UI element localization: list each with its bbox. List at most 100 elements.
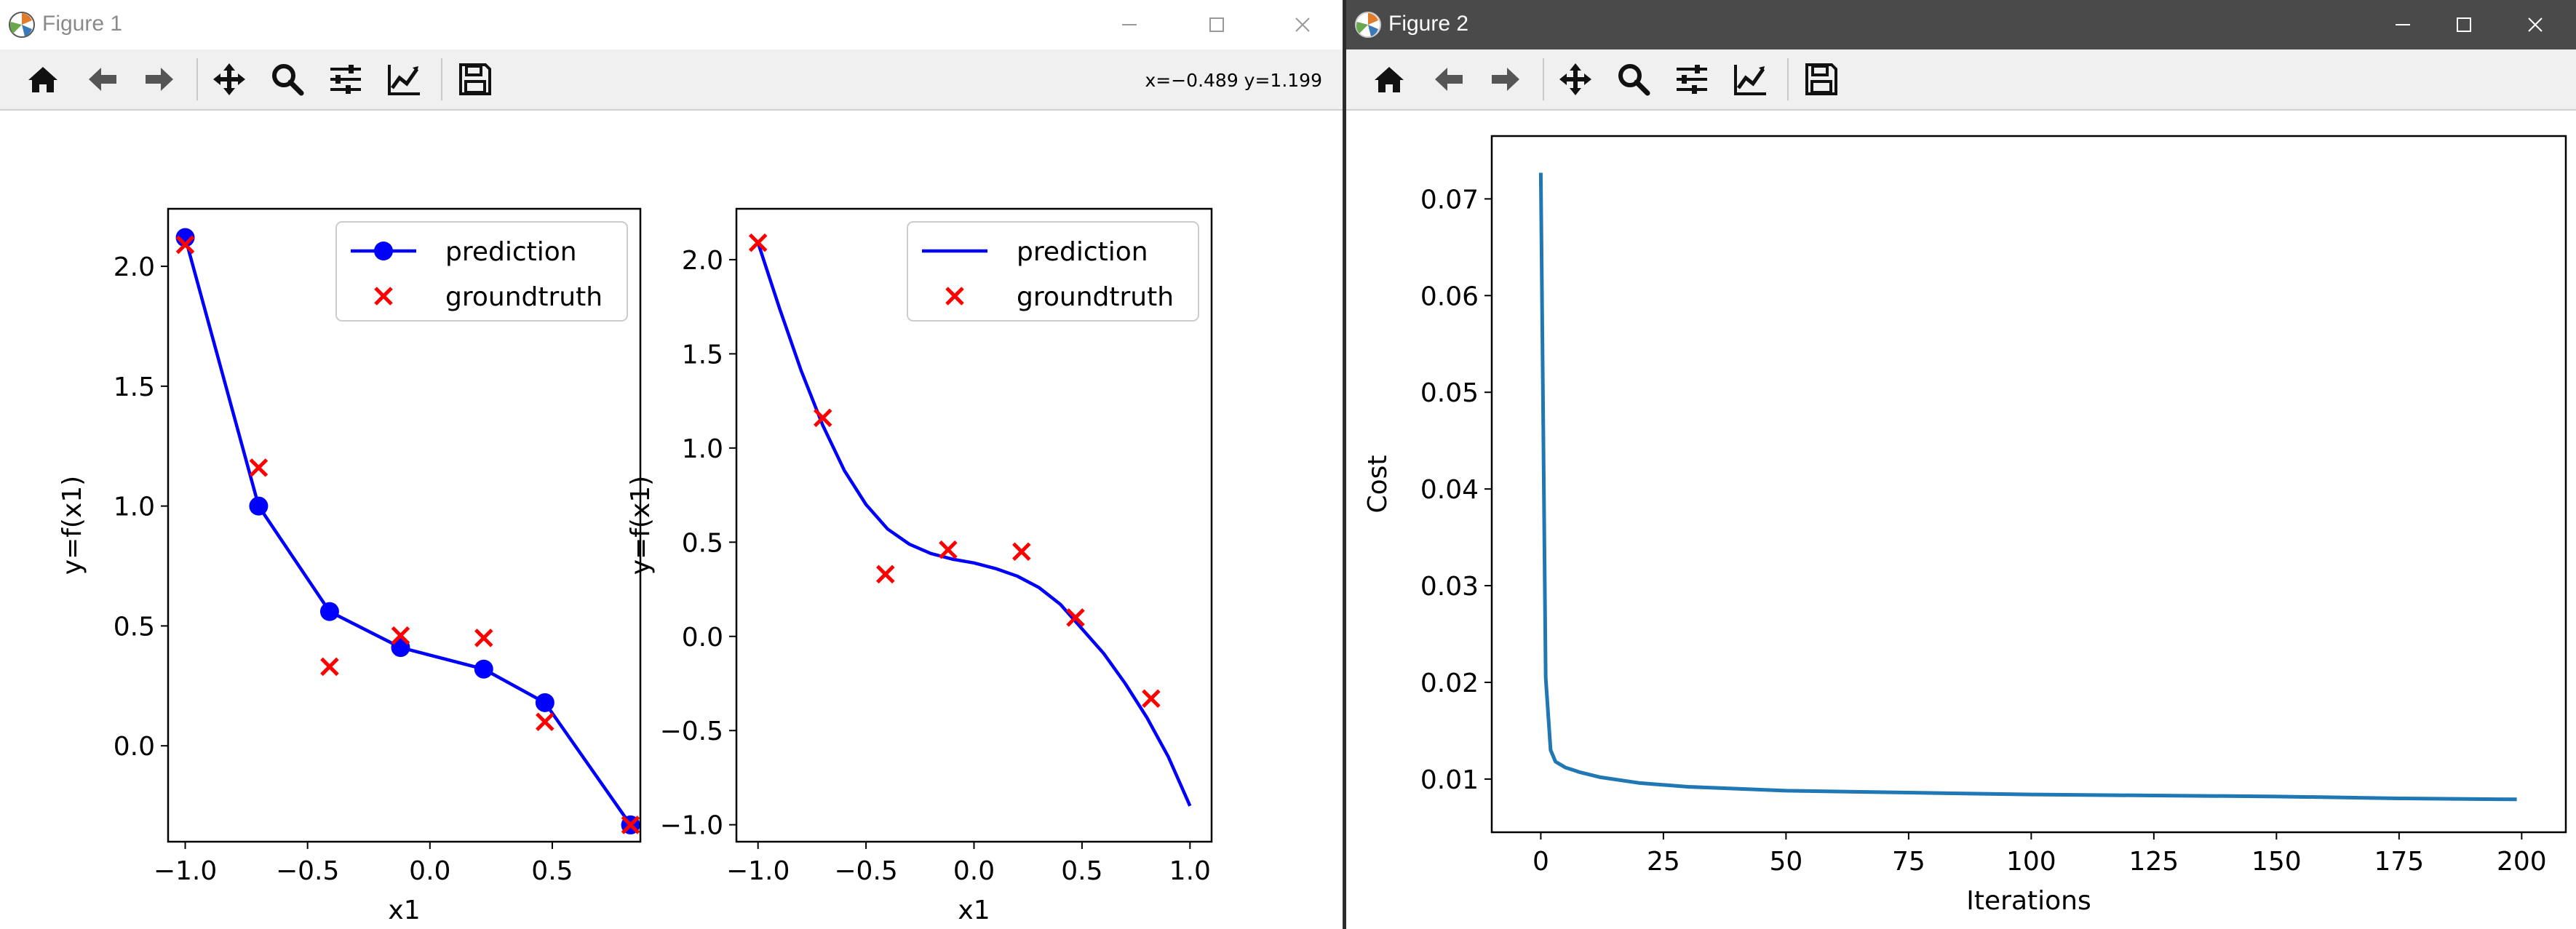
- groundtruth-point: [621, 816, 640, 834]
- minimize-button[interactable]: [1099, 0, 1160, 49]
- save-disk-icon: [459, 63, 491, 95]
- x-axis-label: x1: [958, 896, 990, 925]
- subplot-right: −1.0 −0.5 0.0 0.5 1.0 −1.0 −0.5 0.0 0.5 1.0 1.5 2.0…: [626, 207, 1213, 925]
- x-tick-label: 150: [2251, 847, 2302, 877]
- configure-subplots-icon: [330, 65, 361, 94]
- y-tick-label: 0.0: [682, 623, 723, 653]
- save-button[interactable]: [454, 58, 496, 100]
- matplotlib-app-icon: [9, 12, 35, 38]
- maximize-icon: [1209, 17, 1224, 32]
- y-axis-label: Cost: [1363, 455, 1393, 513]
- title-bar: Figure 1: [0, 0, 1343, 49]
- groundtruth-point: [813, 408, 832, 428]
- window-separator: [1343, 0, 1346, 929]
- configure-subplots-icon: [1677, 65, 1707, 94]
- back-arrow-icon: [89, 68, 116, 91]
- zoom-magnifier-icon: [272, 64, 304, 96]
- legend-prediction-marker: [374, 242, 393, 260]
- minimize-button[interactable]: [2372, 0, 2433, 49]
- close-button[interactable]: [1272, 0, 1333, 49]
- zoom-button[interactable]: [266, 58, 309, 100]
- edit-axis-icon: [1734, 65, 1766, 95]
- pan-move-icon: [1559, 63, 1591, 95]
- figure-1-canvas[interactable]: −1.0 −0.5 0.0 0.5 0.0 0.5 1.0 1.5 2.0 x1 y=f(x1) pr…: [0, 111, 1343, 929]
- save-button[interactable]: [1800, 58, 1842, 100]
- home-button[interactable]: [22, 58, 64, 100]
- forward-button[interactable]: [1484, 58, 1527, 100]
- toolbar-separator: [441, 58, 442, 100]
- legend-box: [907, 221, 1199, 322]
- x-tick-label: 0.5: [1061, 856, 1102, 886]
- save-disk-icon: [1805, 63, 1837, 95]
- x-tick-label: 175: [2374, 847, 2424, 877]
- close-button[interactable]: [2505, 0, 2566, 49]
- y-tick-label: −0.5: [660, 717, 723, 746]
- maximize-icon: [2457, 17, 2471, 32]
- back-button[interactable]: [82, 58, 124, 100]
- prediction-point: [535, 693, 554, 712]
- x-tick-label: 0.0: [409, 856, 450, 886]
- axes-frame: [167, 207, 642, 843]
- edit-axis-button[interactable]: [1729, 58, 1771, 100]
- legend: prediction groundtruth: [907, 221, 1199, 322]
- x-tick-label: −0.5: [834, 856, 897, 886]
- figure-2-canvas[interactable]: 0 25 50 75 100 125 150 175 200 0.01 0.02 0.03 0.04 0.…: [1346, 111, 2576, 929]
- back-arrow-icon: [1435, 68, 1463, 91]
- zoom-button[interactable]: [1613, 58, 1655, 100]
- legend-label: prediction: [1017, 237, 1148, 267]
- plot-area: [1538, 172, 2517, 802]
- x-tick-label: 125: [2129, 847, 2179, 877]
- prediction-point: [319, 602, 339, 621]
- close-icon: [1295, 17, 1310, 32]
- x-tick-label: −0.5: [276, 856, 339, 886]
- window-title: Figure 1: [42, 12, 123, 36]
- cost-plot: 0 25 50 75 100 125 150 175 200 0.01 0.02 0.03 0.04 0.…: [1363, 135, 2567, 916]
- y-tick-label: 0.03: [1420, 572, 1479, 602]
- prediction-line: [756, 242, 1192, 807]
- x-tick-label: 75: [1892, 847, 1925, 877]
- figure-2-window: Figure 2 0 25 50 75 100 125 150 175 200 0.01 0.02 0…: [1346, 0, 2576, 929]
- title-bar: Figure 2: [1346, 0, 2576, 49]
- groundtruth-point: [876, 565, 895, 584]
- maximize-button[interactable]: [2433, 0, 2494, 49]
- y-tick-label: 0.04: [1420, 475, 1479, 505]
- home-button[interactable]: [1368, 58, 1410, 100]
- x-tick-label: 0.0: [953, 856, 995, 886]
- cost-line: [1538, 172, 2517, 802]
- groundtruth-point: [1142, 689, 1161, 708]
- configure-subplots-button[interactable]: [325, 58, 367, 100]
- forward-button[interactable]: [138, 58, 180, 100]
- x-tick-label: 1.0: [1169, 856, 1211, 886]
- prediction-point: [474, 659, 493, 679]
- pan-button[interactable]: [1554, 58, 1597, 100]
- y-tick-label: −1.0: [660, 811, 723, 841]
- pan-button[interactable]: [208, 58, 250, 100]
- axes-frame: [1490, 135, 2567, 834]
- legend-box: [335, 221, 628, 322]
- x-tick-label: −1.0: [154, 856, 217, 886]
- y-tick-label: 2.0: [114, 252, 155, 282]
- maximize-button[interactable]: [1186, 0, 1247, 49]
- plot-area: [748, 233, 1192, 807]
- back-button[interactable]: [1428, 58, 1470, 100]
- cursor-coordinates: x=−0.489 y=1.199: [1145, 70, 1322, 91]
- x-tick-label: 50: [1769, 847, 1802, 877]
- y-tick-label: 1.5: [114, 372, 155, 402]
- forward-arrow-icon: [1492, 68, 1519, 91]
- toolbar: [1346, 49, 2576, 111]
- prediction-point: [249, 496, 269, 516]
- home-icon: [1375, 67, 1404, 92]
- x-tick-label: 25: [1647, 847, 1680, 877]
- groundtruth-point: [175, 235, 195, 255]
- y-tick-label: 0.0: [114, 732, 155, 762]
- minimize-icon: [1122, 24, 1137, 25]
- edit-axis-button[interactable]: [383, 58, 425, 100]
- x-axis-label: Iterations: [1966, 886, 2091, 916]
- home-icon: [28, 67, 57, 92]
- toolbar: x=−0.489 y=1.199: [0, 49, 1343, 111]
- configure-subplots-button[interactable]: [1671, 58, 1713, 100]
- close-icon: [2528, 17, 2543, 32]
- x-tick-label: −1.0: [726, 856, 790, 886]
- y-tick-label: 1.0: [682, 434, 723, 464]
- legend: prediction groundtruth: [335, 221, 628, 322]
